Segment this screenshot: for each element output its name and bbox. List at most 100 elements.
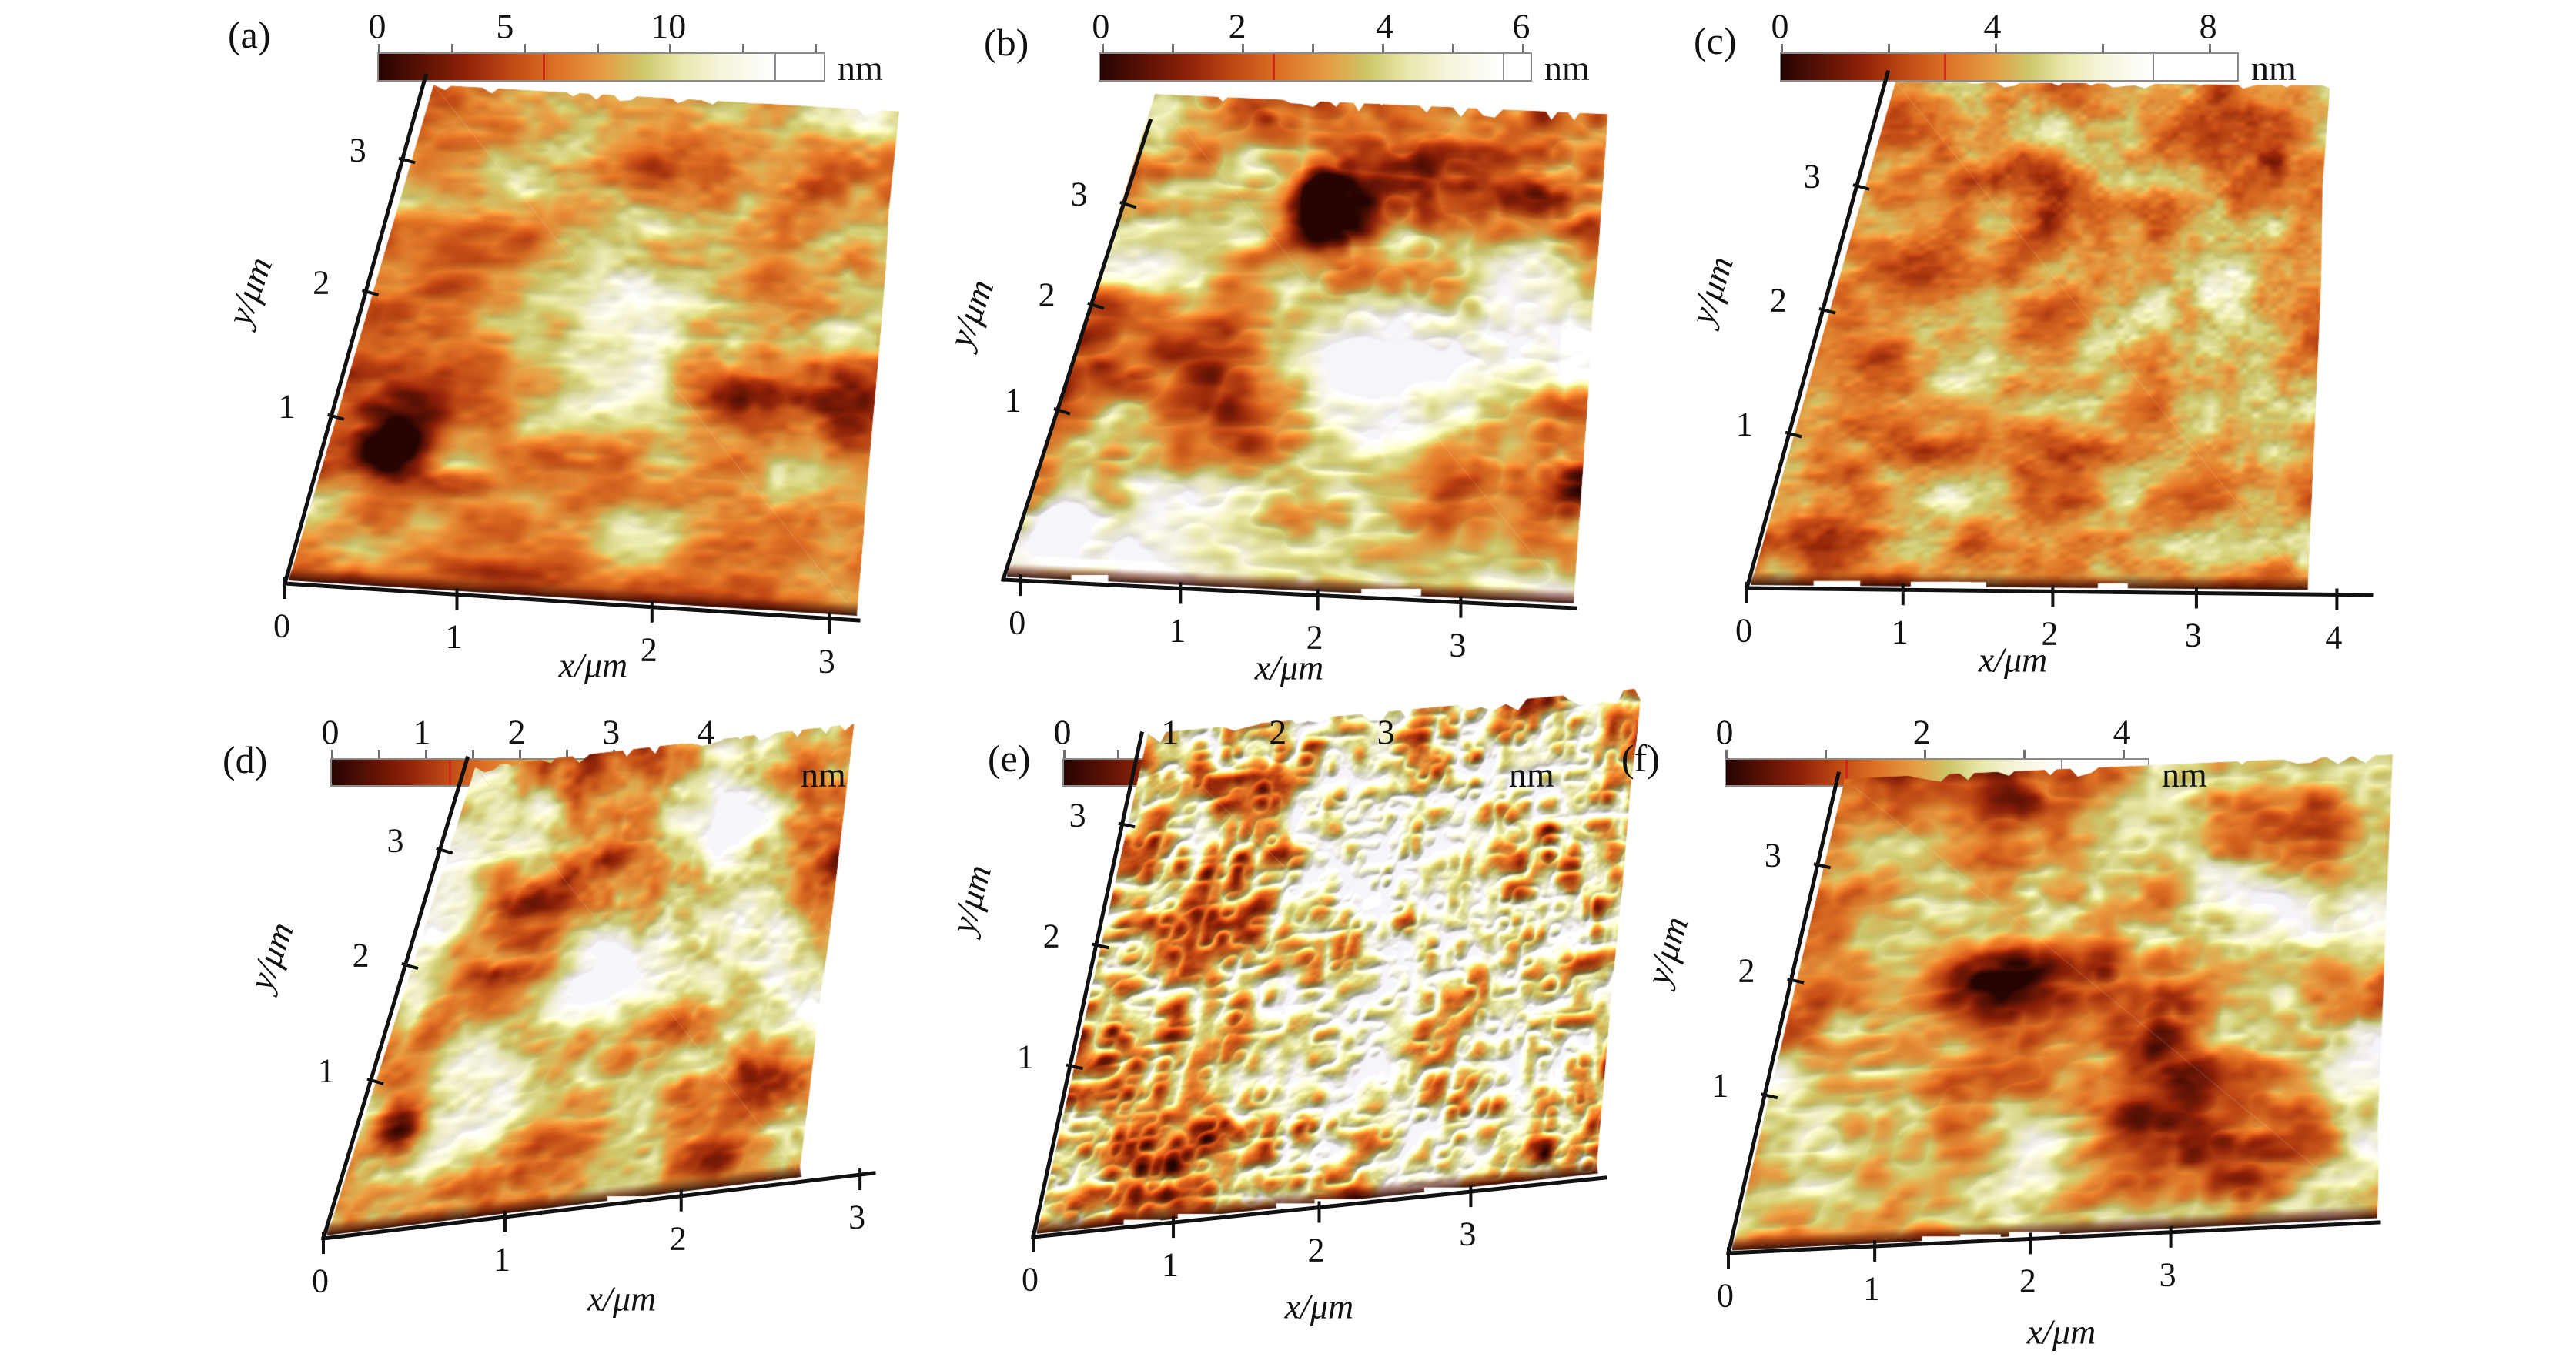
x-tick-label: 1: [493, 1240, 510, 1279]
colorbar-tick-label: 0: [368, 6, 386, 46]
colorbar-tick-label: 0: [1771, 6, 1789, 46]
colorbar-unit-label: nm: [2251, 48, 2297, 88]
x-tick-label: 2: [2041, 614, 2059, 653]
colorbar-tick: [378, 44, 380, 52]
colorbar-tick: [741, 44, 744, 52]
y-tick-label: 2: [1042, 917, 1060, 955]
colorbar-marker-line: [1944, 54, 1947, 80]
x-tick-label: 0: [273, 607, 290, 645]
colorbar-tick: [1311, 44, 1314, 52]
y-axis-line-c: [1744, 69, 1891, 591]
y-tick: [1092, 942, 1109, 950]
colorbar-tick: [1781, 44, 1783, 52]
afm-surface-canvas: [999, 83, 1617, 614]
colorbar-tick-label: 0: [1715, 712, 1734, 752]
x-axis-line-c: [1745, 586, 2374, 597]
colorbar-tick: [2209, 44, 2212, 52]
y-tick-label: 3: [1803, 157, 1821, 196]
colorbar-unit-label: nm: [838, 48, 883, 88]
x-tick-label: 1: [1863, 1269, 1881, 1308]
y-tick: [1053, 407, 1071, 416]
y-tick-label: 2: [313, 263, 330, 301]
colorbar-tick: [2102, 44, 2105, 52]
colorbar-tick-label: 1: [1161, 712, 1179, 752]
y-tick: [1787, 977, 1805, 985]
colorbar-tick-label: 6: [1512, 6, 1531, 46]
y-tick: [1785, 430, 1802, 439]
colorbar-tick-label: 4: [1376, 6, 1394, 46]
y-tick-label: 1: [278, 387, 296, 426]
x-tick-label: 3: [2159, 1255, 2176, 1294]
colorbar-tick-label: 8: [2199, 6, 2217, 46]
colorbar-tick: [1101, 44, 1104, 52]
y-tick: [1118, 821, 1136, 829]
panel-label: (b): [984, 21, 1029, 64]
y-axis-line-b: [1000, 118, 1153, 583]
colorbar-tick-label: 1: [413, 712, 431, 752]
x-tick-label: 3: [1459, 1215, 1477, 1253]
y-tick-label: 3: [349, 131, 366, 169]
y-tick-label: 3: [386, 821, 404, 860]
y-tick-label: 3: [1069, 796, 1086, 834]
colorbar-tick-label: 4: [697, 712, 715, 752]
colorbar-tick-label: 2: [1269, 712, 1287, 752]
y-tick: [1818, 306, 1836, 315]
y-axis-line-f: [1726, 771, 1841, 1255]
colorbar-tick-label: 2: [1228, 6, 1246, 46]
y-tick-label: 3: [1070, 175, 1088, 213]
y-tick: [361, 289, 380, 296]
colorbar-tick-label: 0: [1053, 712, 1072, 752]
y-tick: [398, 156, 416, 165]
y-tick: [1087, 301, 1105, 310]
x-axis-line-a: [283, 581, 861, 623]
colorbar-tick-label: 3: [1377, 712, 1395, 752]
colorbar-tick: [669, 44, 672, 52]
x-tick-label: 4: [2325, 618, 2343, 656]
panel-label: (d): [222, 738, 268, 781]
x-tick-label: 3: [2184, 616, 2202, 654]
colorbar-tick-label: 10: [651, 6, 687, 46]
colorbar-unit-label: nm: [801, 755, 846, 794]
colorbar-tick-label: 2: [1912, 712, 1931, 752]
colorbar-marker-line: [543, 54, 546, 80]
colorbar-tick: [1451, 44, 1454, 52]
colorbar-tick: [815, 44, 818, 52]
x-tick-label: 2: [1306, 618, 1323, 657]
afm-surface-canvas: [319, 713, 863, 1246]
x-tick-label: 0: [1022, 1260, 1039, 1299]
y-tick: [1119, 200, 1137, 209]
colorbar-tick: [450, 44, 453, 52]
x-tick-label: 2: [1307, 1231, 1325, 1269]
x-tick-label: 1: [445, 617, 463, 656]
x-tick-label: 2: [2019, 1262, 2036, 1300]
colorbar-tick-label: 3: [602, 712, 621, 752]
afm-surface-canvas: [281, 74, 908, 627]
y-tick: [366, 1077, 384, 1085]
y-tick-label: 2: [1038, 276, 1055, 314]
colorbar-tick: [1995, 44, 1998, 52]
y-tick-label: 1: [1004, 381, 1022, 420]
colorbar-marker-line: [1273, 54, 1276, 80]
y-axis-line-d: [320, 755, 470, 1242]
x-tick-label: 0: [1009, 603, 1026, 642]
y-tick: [1852, 183, 1870, 191]
colorbar-tick: [1171, 44, 1174, 52]
x-tick-label: 0: [1717, 1276, 1734, 1315]
x-tick-label: 0: [1735, 611, 1752, 650]
y-tick: [1760, 1092, 1778, 1100]
y-tick: [436, 847, 453, 855]
colorbar-tick-label: 2: [507, 712, 526, 752]
colorbar-tick: [1521, 44, 1524, 52]
x-tick-label: 3: [1449, 626, 1467, 664]
colorbar-unit-label: nm: [1509, 755, 1554, 794]
y-tick-label: 1: [1735, 405, 1753, 443]
colorbar-unit-label: nm: [2162, 755, 2207, 794]
x-tick-label: 1: [1162, 1245, 1179, 1284]
x-tick-label: 2: [669, 1219, 687, 1258]
x-tick-label: 2: [640, 630, 657, 669]
panel-label: (e): [988, 737, 1031, 780]
panel-label: (a): [228, 13, 271, 56]
afm-surface-canvas: [1725, 743, 2402, 1261]
colorbar-tick: [1241, 44, 1244, 52]
